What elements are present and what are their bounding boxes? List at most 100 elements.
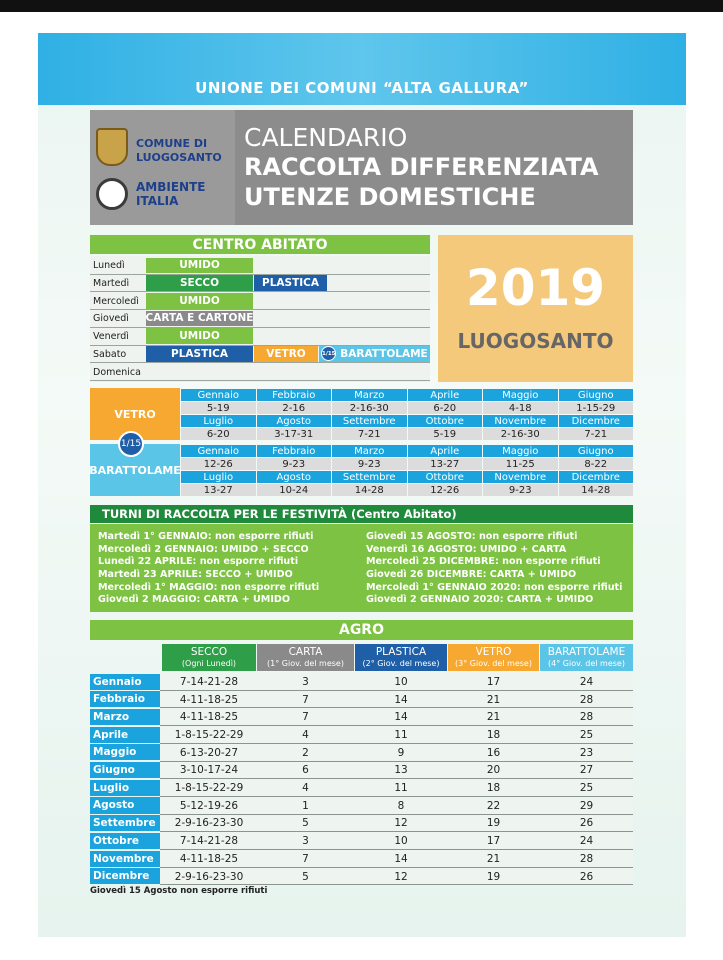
row-line [160,689,633,691]
day-label: Martedì [93,278,130,290]
agro-cell: 10 [394,835,408,848]
agro-cell: 5 [302,817,309,830]
column-note: (Ogni Lunedì) [181,658,237,668]
waste-cell: UMIDO [146,292,253,309]
waste-cell: PLASTICA [146,346,253,362]
waste-label: CARTA E CARTONE [145,312,254,325]
row-line [160,849,633,850]
month-head: Maggio [483,389,558,401]
month-head: Gennaio [181,445,256,457]
row-line [160,884,633,886]
month-head: Febbraio [256,445,331,457]
agro-cell: 25 [579,728,594,741]
agro-cell: 21 [486,693,501,706]
centro-title: CENTRO ABITATO [90,235,430,254]
row-line [160,760,633,762]
date-cell: 12-26 [407,484,482,496]
waste-label: PLASTICA [262,277,319,290]
agro-cell: 27 [579,764,594,777]
column-name: BARATTOLAME [547,645,626,658]
turni-line: Mercoledì 25 DICEMBRE: non esporre rifiu… [366,556,601,568]
agro-cell: 2-9-16-23-30 [174,817,244,830]
logo-comune-text: COMUNE DI [136,136,208,150]
column-name: SECCO [190,645,228,658]
date-cell: 5-19 [407,428,482,440]
title-line: UTENZE DOMESTICHE [244,183,536,211]
waste-cell: UMIDO [146,257,253,274]
agro-note: Giovedì 15 Agosto non esporre rifiuti [90,886,268,896]
month-head: Febbraio [256,389,331,401]
turni-line: Giovedì 26 DICEMBRE: CARTA + UMIDO [366,568,577,580]
place: LUOGOSANTO [457,329,614,353]
logo-ambiente-text: AMBIENTE [136,180,206,194]
agro-cell: 1-8-15-22-29 [174,728,244,741]
waste-label: UMIDO [179,330,220,343]
date-cell: 10-24 [256,484,331,496]
waste-cell: CARTA E CARTONE [145,310,254,327]
waste-cell: UMIDO [146,328,253,344]
agro-cell: 28 [579,693,594,706]
agro-cell: 28 [579,711,594,724]
agro-cell: 7 [302,852,309,865]
logo-comune-text: LUOGOSANTO [136,150,222,164]
year-box [438,235,633,382]
row-line [160,725,633,727]
union-title: UNIONE DEI COMUNI “ALTA GALLURA” [195,79,529,97]
turni-line: Mercoledì 2 GENNAIO: UMIDO + SECCO [98,543,309,555]
waste-cell: PLASTICA [254,275,327,291]
date-cell: 6-20 [407,402,482,414]
agro-cell: 6-13-20-27 [179,746,239,759]
waste-label: UMIDO [179,259,220,272]
agro-month: Maggio [90,744,160,761]
agro-month: Novembre [90,850,160,867]
turni-line: Mercoledì 1° MAGGIO: non esporre rifiuti [98,581,320,593]
badge: 1/15 [321,346,337,362]
logo-ambiente-text: ITALIA [136,194,179,208]
agro-cell: 14 [394,711,408,724]
month-head: Ottobre [407,415,482,427]
agro-cell: 16 [486,746,501,759]
schedule-badge: 1/15 [118,431,144,457]
agro-cell: 3-10-17-24 [179,764,239,777]
agro-cell: 21 [486,711,501,724]
agro-cell: 21 [486,852,501,865]
agro-cell: 2 [302,746,309,759]
date-cell: 2-16-30 [483,428,558,440]
date-cell: 5-19 [181,402,256,414]
row-line [90,379,430,381]
agro-cell: 14 [394,852,408,865]
turni-line: Venerdì 16 AGOSTO: UMIDO + CARTA [366,543,567,555]
title-line: CALENDARIO [244,122,408,152]
column-note: (1° Giov. del mese) [267,658,344,668]
agro-cell: 7-14-21-28 [179,675,239,688]
waste-label: BARATTOLAME [340,347,428,360]
month-head: Dicembre [558,415,633,427]
agro-cell: 18 [486,782,501,795]
date-cell: 13-27 [407,458,482,470]
month-head: Agosto [256,415,331,427]
agro-cell: 11 [394,728,408,741]
date-cell: 2-16-30 [332,402,407,414]
date-cell: 4-18 [483,402,558,414]
date-cell: 7-21 [332,428,407,440]
date-cell: 13-27 [181,484,256,496]
month-head: Marzo [332,389,407,401]
ambiente-icon [96,178,128,210]
title-line: RACCOLTA DIFFERENZIATA [244,153,599,181]
agro-column-head: PLASTICA (2° Giov. del mese) [355,644,447,671]
month-head: Giugno [558,445,633,457]
agro-cell: 4-11-18-25 [179,693,239,706]
month-head: Settembre [332,415,407,427]
row-line [160,707,633,709]
turni-line: Giovedì 2 MAGGIO: CARTA + UMIDO [98,594,291,606]
agro-cell: 26 [579,817,594,830]
agro-cell: 7-14-21-28 [179,835,239,848]
agro-month: Aprile [90,726,160,743]
agro-cell: 5-12-19-26 [179,799,239,812]
agro-cell: 25 [579,782,594,795]
agro-cell: 4-11-18-25 [179,711,239,724]
row-line [90,309,430,311]
agro-month: Giugno [90,762,160,779]
row-line [160,866,633,868]
